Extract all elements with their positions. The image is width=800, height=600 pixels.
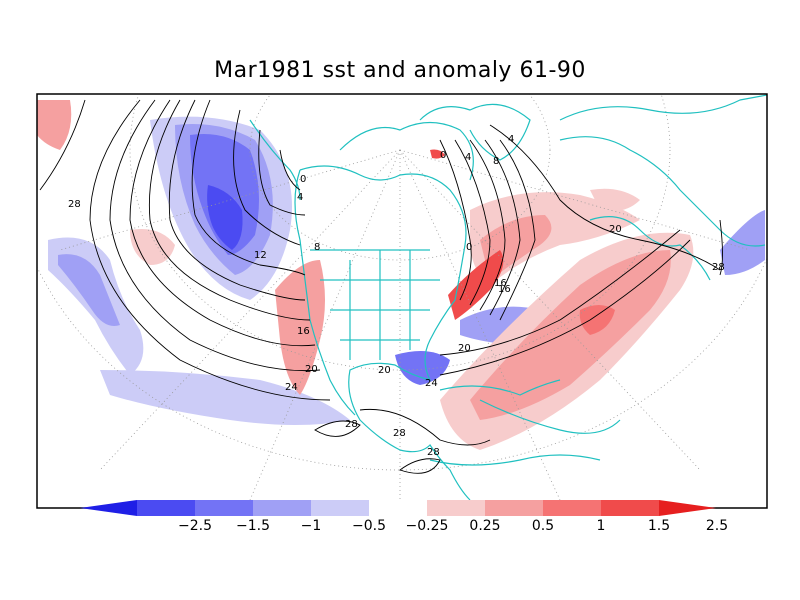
negative-anomaly-shading bbox=[48, 116, 765, 425]
colorbar-tick-label: 0.5 bbox=[532, 518, 554, 534]
colorbar-tick-label: 0.25 bbox=[469, 518, 500, 534]
contour-label: 28 bbox=[68, 199, 81, 210]
contour-label: 28 bbox=[345, 419, 358, 430]
contour-label: 28 bbox=[393, 428, 406, 439]
sst-contours bbox=[39, 99, 723, 474]
contour-label: 0 bbox=[466, 242, 472, 253]
colorbar-tick-label: 1.5 bbox=[648, 518, 670, 534]
contour-label: 20 bbox=[609, 224, 622, 235]
colorbar-tick-label: −1.5 bbox=[236, 518, 270, 534]
positive-anomaly-shading bbox=[37, 100, 694, 450]
colorbar-segment bbox=[137, 500, 195, 516]
colorbar-tick-label: −0.5 bbox=[352, 518, 386, 534]
coastlines bbox=[249, 94, 767, 501]
colorbar-tick-label: 2.5 bbox=[706, 518, 728, 534]
map-title: Mar1981 sst and anomaly 61-90 bbox=[214, 58, 586, 83]
contour-label: 16 bbox=[498, 284, 511, 295]
contour-label: 8 bbox=[493, 156, 499, 167]
colorbar: −2.5 −1.5 −1 −0.5 −0.25 0.25 0.5 1 1.5 2.5 bbox=[80, 500, 728, 534]
contour-label: 28 bbox=[712, 262, 725, 273]
colorbar-arrow-left bbox=[80, 500, 137, 516]
contour-label: 20 bbox=[458, 343, 471, 354]
contour-label: 8 bbox=[314, 242, 320, 253]
colorbar-tick-label: −0.25 bbox=[406, 518, 449, 534]
colorbar-segment bbox=[311, 500, 369, 516]
contour-label: 24 bbox=[285, 382, 298, 393]
colorbar-segment bbox=[369, 500, 427, 516]
colorbar-tick-label: −1 bbox=[301, 518, 322, 534]
contour-label: 0 bbox=[300, 174, 306, 185]
contour-label: 24 bbox=[425, 378, 438, 389]
colorbar-segment bbox=[543, 500, 601, 516]
colorbar-segment bbox=[195, 500, 253, 516]
contour-label: 20 bbox=[378, 365, 391, 376]
contour-label: 16 bbox=[297, 326, 310, 337]
colorbar-segment bbox=[485, 500, 543, 516]
colorbar-segment bbox=[427, 500, 485, 516]
contour-label: 4 bbox=[297, 192, 303, 203]
colorbar-tick-label: −2.5 bbox=[178, 518, 212, 534]
contour-label: 0 bbox=[440, 150, 446, 161]
contour-labels: 28 4 0 8 12 16 20 24 28 28 28 0 4 8 4 0 … bbox=[68, 134, 725, 458]
contour-label: 4 bbox=[465, 152, 471, 163]
colorbar-segment bbox=[253, 500, 311, 516]
colorbar-tick-label: 1 bbox=[597, 518, 606, 534]
contour-label: 28 bbox=[427, 447, 440, 458]
contour-label: 12 bbox=[254, 250, 267, 261]
colorbar-arrow-right bbox=[659, 500, 716, 516]
contour-label: 16 bbox=[494, 278, 507, 289]
colorbar-segment bbox=[601, 500, 659, 516]
contour-label: 4 bbox=[508, 134, 514, 145]
contour-label: 20 bbox=[305, 364, 318, 375]
